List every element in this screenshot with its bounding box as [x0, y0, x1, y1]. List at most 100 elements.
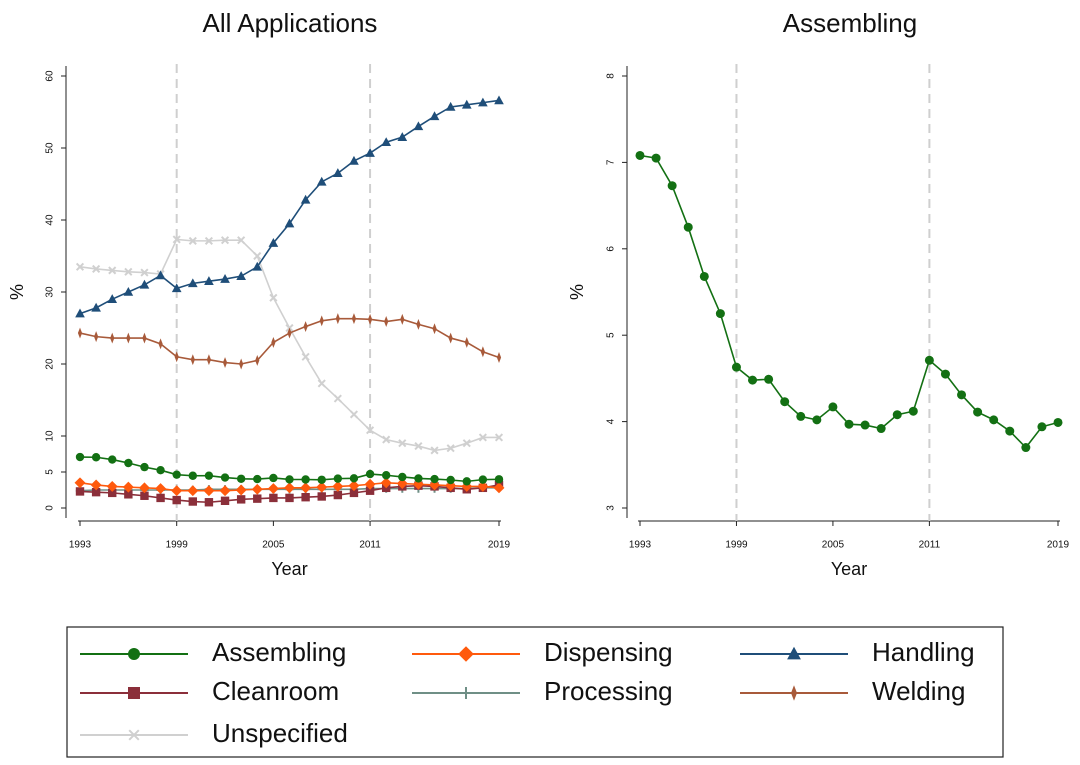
series-line	[79, 99, 500, 315]
marker	[171, 283, 182, 293]
x-tick-label: 2011	[359, 540, 381, 551]
marker	[91, 453, 101, 462]
marker	[300, 194, 311, 204]
y-tick-label: 50	[45, 142, 56, 154]
marker	[236, 495, 246, 504]
marker	[316, 481, 328, 493]
marker	[142, 332, 147, 344]
marker	[828, 402, 838, 412]
y-tick-label: 4	[606, 418, 617, 424]
marker	[448, 332, 453, 344]
marker	[190, 354, 195, 366]
marker	[188, 236, 197, 245]
marker	[92, 264, 101, 274]
marker	[333, 394, 342, 403]
marker	[108, 488, 117, 498]
marker	[222, 357, 228, 369]
marker	[493, 482, 505, 494]
marker	[188, 471, 198, 480]
x-tick-label: 1999	[725, 540, 748, 551]
marker	[494, 95, 504, 105]
chart-title: Assembling	[783, 8, 917, 38]
legend-label: Dispensing	[544, 637, 673, 667]
marker	[124, 267, 133, 276]
marker	[430, 474, 439, 484]
x-tick-label: 2011	[919, 540, 941, 551]
marker	[414, 474, 423, 483]
marker	[860, 420, 870, 430]
marker	[156, 493, 165, 503]
marker	[91, 487, 101, 497]
marker	[110, 332, 115, 344]
marker	[206, 354, 212, 366]
marker	[876, 424, 886, 434]
legend-label: Handling	[872, 637, 975, 667]
marker	[780, 397, 790, 407]
marker	[237, 236, 246, 245]
marker	[239, 358, 244, 370]
y-tick-label: 0	[45, 505, 56, 511]
marker	[124, 458, 133, 468]
marker	[464, 336, 469, 348]
marker	[269, 473, 278, 483]
legend-label: Assembling	[212, 637, 346, 667]
marker	[844, 419, 854, 429]
y-tick-label: 5	[606, 332, 617, 338]
marker	[364, 478, 376, 490]
marker	[172, 470, 181, 479]
marker	[349, 474, 359, 483]
marker	[172, 235, 181, 244]
marker	[892, 410, 902, 420]
marker	[317, 475, 326, 484]
y-tick-label: 6	[606, 246, 617, 252]
marker	[267, 483, 279, 495]
marker	[432, 323, 437, 335]
x-axis-label: Year	[271, 559, 307, 579]
legend-item: Welding	[740, 676, 965, 706]
legend-item: Processing	[412, 676, 673, 706]
marker	[461, 99, 472, 109]
marker	[75, 308, 85, 318]
marker	[300, 482, 312, 494]
marker	[123, 286, 134, 296]
marker	[188, 497, 198, 506]
marker	[478, 475, 488, 484]
y-tick-label: 40	[45, 214, 56, 226]
y-tick-label: 7	[606, 159, 617, 165]
marker	[396, 478, 408, 489]
marker	[398, 439, 407, 448]
marker	[715, 309, 725, 319]
marker	[126, 332, 131, 344]
marker	[140, 462, 149, 472]
marker	[317, 379, 326, 388]
marker	[140, 268, 149, 277]
marker	[480, 346, 485, 358]
marker	[91, 302, 101, 312]
marker	[351, 313, 357, 325]
legend-marker	[791, 685, 797, 701]
y-tick-label: 20	[45, 358, 56, 370]
marker	[252, 261, 263, 271]
marker	[397, 132, 408, 141]
marker	[365, 469, 375, 479]
marker	[204, 498, 214, 507]
marker	[333, 168, 343, 177]
marker	[333, 490, 343, 500]
marker	[187, 485, 199, 497]
marker	[301, 475, 310, 484]
marker	[699, 271, 709, 281]
marker	[284, 218, 295, 228]
marker	[204, 276, 214, 285]
marker	[155, 270, 166, 280]
marker	[285, 493, 294, 503]
legend-item: Handling	[740, 637, 975, 667]
marker	[478, 97, 488, 107]
marker	[155, 483, 167, 495]
marker	[220, 274, 230, 283]
marker	[236, 474, 246, 483]
marker	[219, 485, 231, 497]
marker	[1053, 417, 1063, 427]
marker	[496, 352, 502, 363]
legend-item: Dispensing	[412, 637, 673, 667]
marker	[1037, 422, 1047, 432]
